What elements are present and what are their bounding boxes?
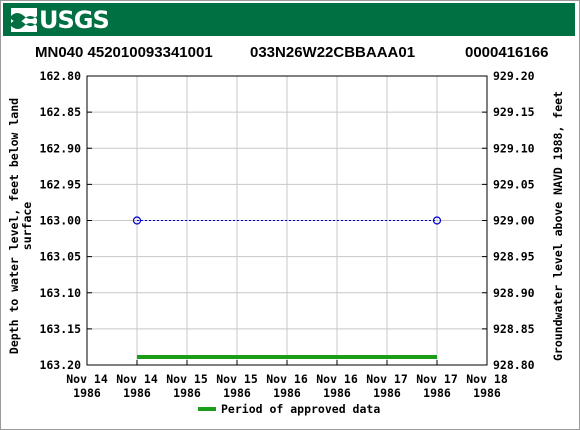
station-id: 0000416166 bbox=[465, 44, 549, 61]
usgs-banner: USGS bbox=[3, 3, 575, 36]
x-tick-label-year: 1986 bbox=[223, 386, 251, 400]
y-left-axis: 162.80 162.85 162.90 162.95 163.00 163.05 163.… bbox=[39, 69, 92, 372]
y-left-label-line2: surface bbox=[20, 202, 34, 251]
y-left-tick-label: 162.85 bbox=[39, 105, 81, 119]
y-right-tick-label: 929.05 bbox=[493, 177, 535, 191]
legend-swatch bbox=[198, 407, 216, 411]
x-tick-label-year: 1986 bbox=[273, 386, 301, 400]
y-left-tick-label: 163.15 bbox=[39, 322, 81, 336]
y-right-tick-label: 928.80 bbox=[493, 358, 535, 372]
x-tick-label-date: Nov 18 bbox=[466, 372, 508, 386]
y-left-tick-label: 162.80 bbox=[39, 69, 81, 83]
site-name: MN040 452010093341001 bbox=[35, 44, 213, 61]
y-right-tick-label: 928.95 bbox=[493, 250, 535, 264]
x-tick-label-year: 1986 bbox=[73, 386, 101, 400]
y-left-label-line1: Depth to water level, feet below land bbox=[7, 98, 21, 354]
legend-label: Period of approved data bbox=[221, 402, 381, 416]
x-tick-label-date: Nov 17 bbox=[416, 372, 458, 386]
x-tick-label-date: Nov 15 bbox=[166, 372, 208, 386]
y-right-tick-label: 929.20 bbox=[493, 69, 535, 83]
x-tick-label-date: Nov 14 bbox=[116, 372, 158, 386]
usgs-logo: USGS bbox=[11, 6, 110, 34]
y-right-tick-label: 928.90 bbox=[493, 286, 535, 300]
y-right-tick-label: 929.00 bbox=[493, 214, 535, 228]
y-left-tick-label: 163.05 bbox=[39, 250, 81, 264]
x-tick-label-year: 1986 bbox=[423, 386, 451, 400]
x-tick-label-year: 1986 bbox=[323, 386, 351, 400]
x-tick-label-date: Nov 16 bbox=[266, 372, 308, 386]
y-left-tick-label: 162.95 bbox=[39, 177, 81, 191]
x-tick-label-year: 1986 bbox=[123, 386, 151, 400]
x-tick-label-year: 1986 bbox=[473, 386, 501, 400]
data-point bbox=[432, 216, 442, 225]
x-tick-label-date: Nov 14 bbox=[66, 372, 108, 386]
x-tick-label-year: 1986 bbox=[173, 386, 201, 400]
x-tick-label-date: Nov 17 bbox=[366, 372, 408, 386]
site-code: 033N26W22CBBAAA01 bbox=[250, 44, 416, 61]
data-point bbox=[132, 216, 142, 225]
y-right-tick-label: 928.85 bbox=[493, 322, 535, 336]
legend: Period of approved data bbox=[198, 402, 380, 416]
x-tick-label-date: Nov 16 bbox=[316, 372, 358, 386]
x-tick-label-year: 1986 bbox=[373, 386, 401, 400]
data-series bbox=[132, 216, 442, 225]
y-left-tick-label: 163.20 bbox=[39, 358, 81, 372]
logo-text: USGS bbox=[39, 6, 110, 34]
y-left-tick-label: 163.00 bbox=[39, 214, 81, 228]
y-right-label: Groundwater level above NAVD 1988, feet bbox=[551, 91, 565, 361]
y-right-axis: 929.20 929.15 929.10 929.05 929.00 928.95 928.… bbox=[482, 69, 535, 372]
y-left-tick-label: 162.90 bbox=[39, 141, 81, 155]
x-tick-label-date: Nov 15 bbox=[216, 372, 258, 386]
y-right-tick-label: 929.15 bbox=[493, 105, 535, 119]
usgs-wave-icon bbox=[11, 8, 37, 32]
y-left-tick-label: 163.10 bbox=[39, 286, 81, 300]
y-right-tick-label: 929.10 bbox=[493, 141, 535, 155]
